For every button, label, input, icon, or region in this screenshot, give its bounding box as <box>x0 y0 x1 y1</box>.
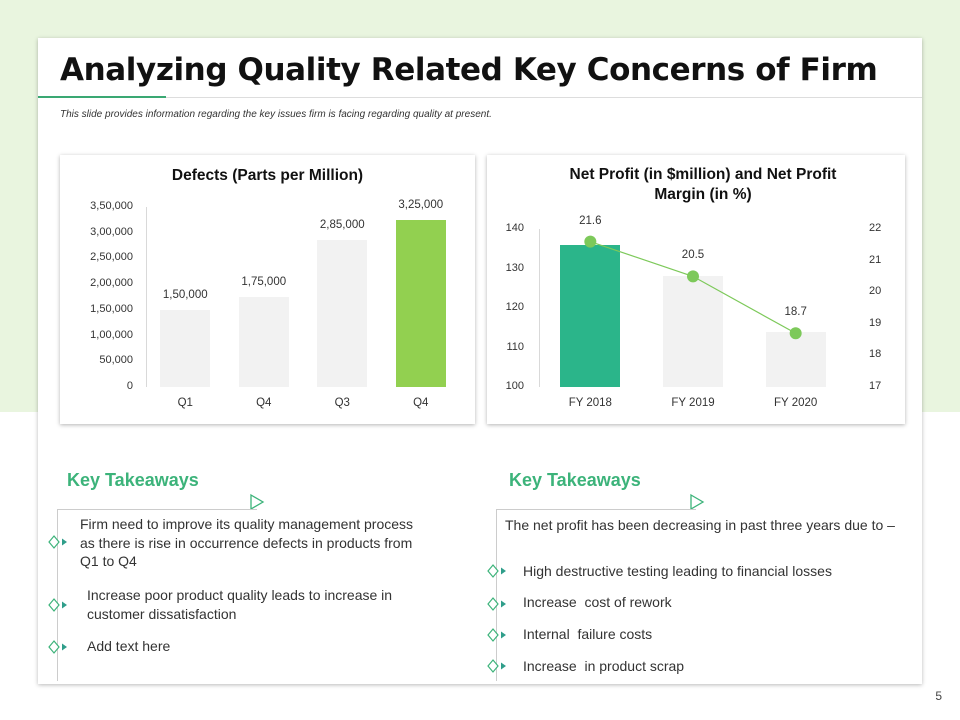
net-profit-margin-label: 18.7 <box>784 306 807 319</box>
slide-title: Analyzing Quality Related Key Concerns o… <box>60 52 878 88</box>
net-profit-margin-label: 21.6 <box>579 214 602 227</box>
net-profit-margin-point <box>789 327 802 340</box>
net-profit-x-tick: FY 2020 <box>774 397 818 409</box>
net-profit-right-y-tick: 18 <box>869 348 882 361</box>
net-profit-margin-point <box>687 270 699 283</box>
takeaway-right-item-1: High destructive testing leading to fina… <box>523 563 832 579</box>
net-profit-chart-panel: Net Profit (in $million) and Net Profit … <box>487 155 905 424</box>
takeaway-left-bullet-icon <box>48 598 67 612</box>
takeaways-left-rail <box>57 509 58 681</box>
defects-x-tick: Q3 <box>334 397 350 409</box>
net-profit-y-axis-line <box>539 229 540 387</box>
defects-bar <box>160 309 211 387</box>
defects-y-tick: 2,50,000 <box>90 251 133 264</box>
net-profit-bar <box>663 276 723 387</box>
takeaways-right-divider <box>496 509 696 510</box>
defects-y-tick: 2,00,000 <box>90 277 133 290</box>
takeaway-right-bullet-icon <box>487 628 506 642</box>
title-underline-accent <box>38 96 166 98</box>
net-profit-chart-title: Net Profit (in $million) and Net Profit … <box>569 166 837 203</box>
defects-chart-panel: Defects (Parts per Million) 0 50,000 1,00,… <box>60 155 475 424</box>
net-profit-x-tick: FY 2019 <box>671 397 715 409</box>
net-profit-right-y-tick: 19 <box>869 316 882 329</box>
takeaways-left-heading: Key Takeaways <box>67 470 199 490</box>
defects-y-tick: 3,00,000 <box>90 225 133 238</box>
defects-y-tick: 1,00,000 <box>90 328 133 341</box>
net-profit-left-y-tick: 130 <box>505 261 524 274</box>
net-profit-left-y-tick: 140 <box>505 222 524 234</box>
defects-chart-title: Defects (Parts per Million) <box>171 167 364 184</box>
defects-data-label: 1,75,000 <box>241 276 287 288</box>
takeaway-right-bullet-icon <box>487 564 506 578</box>
defects-y-tick: 1,50,000 <box>90 302 133 315</box>
net-profit-left-y-tick: 120 <box>505 301 524 313</box>
takeaway-left-item-1: Firm need to improve its quality managem… <box>80 516 414 569</box>
takeaway-left-item-2: Increase poor product quality leads to i… <box>87 587 393 622</box>
takeaway-right-bullet-icon <box>487 659 506 673</box>
takeaways-right-arrow-icon <box>690 493 705 511</box>
defects-chart-plot: 0 50,000 1,00,000 1,50,000 2,00,000 2,50,000 3… <box>60 155 475 424</box>
takeaway-left-bullet-icon <box>48 535 67 549</box>
defects-bar <box>238 297 289 387</box>
takeaways-right-heading: Key Takeaways <box>509 470 641 490</box>
net-profit-chart-plot: 100 110 120 130 140 17 18 19 20 21 22 FY 2018 FY 201… <box>487 155 905 424</box>
takeaway-right-item-2: Increase cost of rework <box>523 594 672 610</box>
takeaway-left-item-3: Add text here <box>87 638 171 654</box>
net-profit-x-tick: FY 2018 <box>568 397 612 409</box>
defects-x-tick: Q1 <box>177 397 193 409</box>
defects-data-label: 1,50,000 <box>162 288 208 301</box>
takeaways-left-arrow-icon <box>250 493 265 511</box>
net-profit-right-y-tick: 20 <box>869 285 882 298</box>
defects-y-tick: 0 <box>126 380 133 392</box>
defects-bar <box>395 219 446 387</box>
net-profit-left-y-tick: 110 <box>506 340 524 353</box>
defects-y-axis-line <box>146 207 147 387</box>
net-profit-bar <box>560 244 621 387</box>
takeaway-right-item-4: Increase in product scrap <box>523 658 685 674</box>
takeaway-left-bullet-icon <box>48 640 67 654</box>
net-profit-right-y-tick: 21 <box>869 253 882 266</box>
takeaways-right-intro: The net profit has been decreasing in pa… <box>505 517 895 533</box>
net-profit-margin-line-chart <box>584 235 802 340</box>
takeaways-left-divider <box>57 509 257 510</box>
net-profit-margin-label: 20.5 <box>681 249 705 262</box>
defects-bar <box>317 240 368 387</box>
net-profit-bar <box>765 331 826 387</box>
takeaways-right-rail <box>496 509 497 681</box>
net-profit-right-y-tick: 22 <box>869 222 882 234</box>
net-profit-margin-point <box>584 235 597 248</box>
defects-data-label: 3,25,000 <box>398 198 444 211</box>
defects-data-label: 2,85,000 <box>319 219 365 232</box>
takeaway-right-bullet-icon <box>487 597 506 611</box>
page-number: 5 <box>935 689 942 703</box>
defects-x-tick: Q4 <box>413 397 429 409</box>
slide-subtitle: This slide provides information regardin… <box>60 109 492 120</box>
title-underline <box>166 97 922 98</box>
defects-x-tick: Q4 <box>256 397 272 409</box>
defects-y-tick: 50,000 <box>99 354 133 367</box>
takeaway-right-item-3: Internal failure costs <box>523 626 653 642</box>
net-profit-right-y-tick: 17 <box>869 380 882 392</box>
defects-y-tick: 3,50,000 <box>90 200 133 212</box>
net-profit-left-y-tick: 100 <box>505 380 524 392</box>
